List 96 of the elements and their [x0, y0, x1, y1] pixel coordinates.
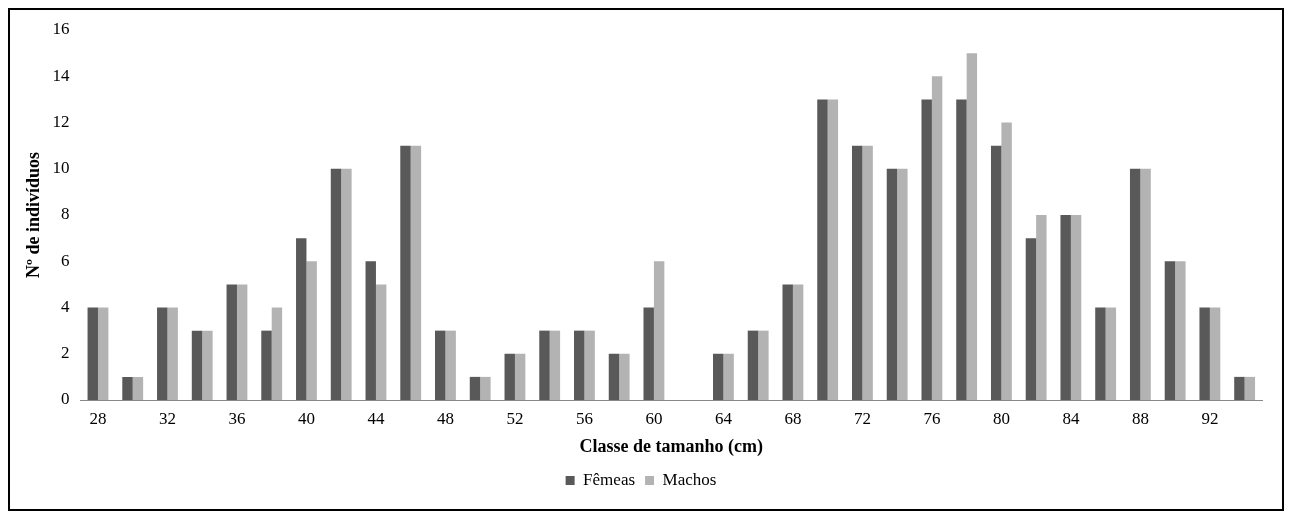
y-tick-label: 6	[61, 250, 70, 270]
bar	[271, 307, 283, 400]
x-tick-label: 88	[1131, 408, 1149, 428]
x-tick-label: 28	[89, 408, 107, 428]
bar	[341, 168, 352, 400]
y-axis-title: Nº de indivíduos	[23, 152, 44, 278]
bar	[261, 330, 272, 400]
bar	[191, 330, 203, 400]
bar	[956, 99, 967, 400]
legend-label: Machos	[662, 469, 717, 489]
bar	[167, 307, 178, 400]
bar	[1140, 168, 1151, 400]
bar	[132, 376, 144, 400]
bar	[713, 353, 724, 400]
bar	[469, 376, 481, 400]
bar	[306, 261, 317, 400]
bar	[236, 284, 248, 400]
y-tick-label: 0	[61, 389, 70, 409]
bar	[514, 353, 526, 400]
bar	[758, 330, 769, 400]
bar	[1164, 261, 1176, 400]
bar	[1175, 261, 1186, 400]
bar	[827, 99, 839, 400]
x-tick-label: 72	[853, 408, 871, 428]
x-tick-label: 48	[436, 408, 454, 428]
y-tick-label: 4	[61, 296, 71, 316]
bar	[435, 330, 446, 400]
bar	[817, 99, 828, 400]
x-tick-label: 32	[158, 408, 176, 428]
bar	[97, 307, 109, 400]
bar	[330, 168, 342, 400]
bar	[862, 145, 873, 400]
y-tick-label: 8	[61, 204, 70, 224]
bar	[1234, 376, 1245, 400]
bar	[886, 168, 898, 400]
y-tick-label: 10	[52, 158, 70, 178]
bar	[504, 353, 515, 400]
bar	[1070, 215, 1082, 400]
bar	[1244, 376, 1256, 400]
bar	[1105, 307, 1117, 400]
x-tick-label: 44	[367, 408, 385, 428]
bar	[653, 261, 665, 400]
x-tick-label: 68	[784, 408, 802, 428]
x-tick-label: 64	[714, 408, 733, 428]
bar	[365, 261, 376, 400]
bar	[574, 330, 585, 400]
bar	[296, 238, 307, 400]
bar	[897, 168, 908, 400]
x-tick-label: 92	[1201, 408, 1219, 428]
bar	[1129, 168, 1141, 400]
bar	[966, 53, 978, 400]
x-tick-label: 60	[645, 408, 663, 428]
bar	[539, 330, 550, 400]
bar	[1001, 122, 1012, 400]
bar	[931, 76, 943, 400]
bar	[1060, 215, 1071, 400]
x-tick-label: 52	[506, 408, 524, 428]
x-tick-label: 36	[228, 408, 246, 428]
bar	[921, 99, 932, 400]
bar	[1095, 307, 1106, 400]
x-tick-label: 56	[575, 408, 593, 428]
x-axis-title: Classe de tamanho (cm)	[579, 435, 764, 457]
x-tick-label: 80	[992, 408, 1010, 428]
bar	[226, 284, 237, 400]
bar	[851, 145, 863, 400]
bar	[643, 307, 654, 400]
bar	[584, 330, 595, 400]
bar	[792, 284, 804, 400]
y-tick-label: 2	[61, 343, 70, 363]
bar	[375, 284, 387, 400]
bar	[157, 307, 168, 400]
bar	[202, 330, 213, 400]
x-tick-label: 40	[297, 408, 315, 428]
bar	[1036, 215, 1047, 400]
bar	[410, 145, 422, 400]
y-tick-label: 16	[52, 19, 70, 39]
bar	[990, 145, 1002, 400]
bar	[608, 353, 620, 400]
bar	[400, 145, 411, 400]
bar	[480, 376, 491, 400]
bar	[1025, 238, 1037, 400]
bar	[1209, 307, 1221, 400]
x-tick-label: 84	[1062, 408, 1080, 428]
bar	[782, 284, 793, 400]
x-tick-label: 76	[923, 408, 941, 428]
bar	[87, 307, 98, 400]
bar	[723, 353, 734, 400]
bar	[549, 330, 561, 400]
bar	[1199, 307, 1210, 400]
bar	[619, 353, 630, 400]
y-tick-label: 12	[52, 111, 70, 131]
bar	[122, 376, 133, 400]
bar	[747, 330, 759, 400]
legend-label: Fêmeas	[583, 469, 636, 489]
bar	[445, 330, 456, 400]
y-tick-label: 14	[52, 65, 71, 85]
